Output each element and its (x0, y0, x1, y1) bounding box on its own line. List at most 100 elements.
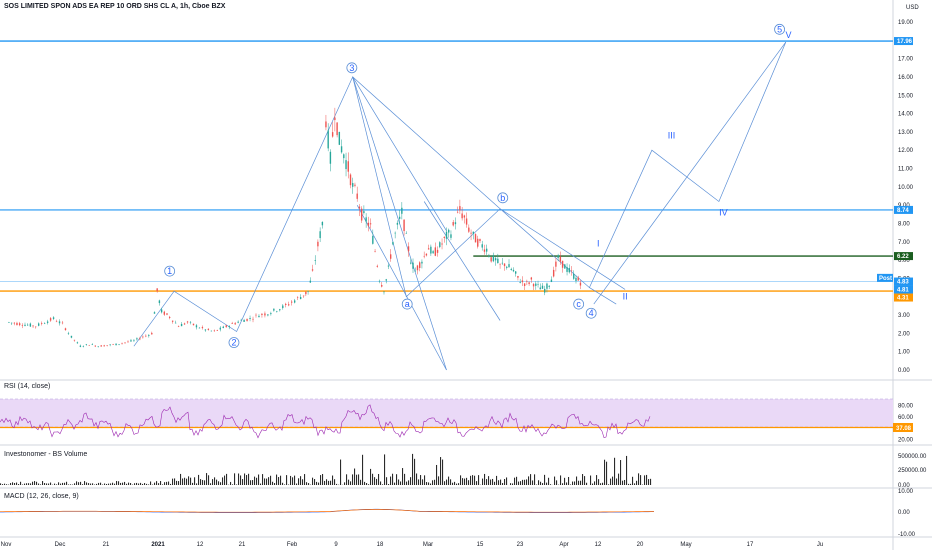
volume-bar (26, 483, 28, 485)
time-tick: 21 (239, 542, 246, 548)
volume-bar (274, 483, 276, 485)
wave-line (133, 41, 787, 347)
volume-bar (468, 480, 470, 485)
volume-bar (500, 479, 502, 485)
time-tick: Apr (559, 542, 568, 548)
candle-body (258, 315, 260, 318)
volume-bar (234, 473, 236, 485)
volume-bar (422, 479, 424, 485)
volume-bar (592, 483, 594, 485)
wave-label: III (668, 131, 676, 141)
volume-bar (106, 483, 108, 485)
volume-bar (236, 484, 238, 485)
volume-bar (638, 473, 640, 485)
wave-label-circle (774, 23, 785, 35)
candle-body (151, 332, 153, 335)
candle-body (481, 244, 483, 248)
candle-body (299, 297, 302, 300)
volume-bar (174, 478, 176, 485)
volume-bar (330, 480, 332, 485)
volume-bar (384, 454, 386, 485)
candle-body (398, 216, 401, 219)
candle-body (183, 323, 186, 325)
macd-label: MACD (12, 26, close, 9) (4, 493, 79, 500)
volume-bar (134, 483, 136, 485)
volume-bar (180, 473, 182, 485)
candle-body (564, 264, 566, 269)
price-tick: 19.00 (898, 20, 914, 26)
wave-line (356, 205, 447, 371)
candle-body (494, 258, 497, 261)
volume-bar (140, 482, 142, 485)
volume-bar (382, 484, 384, 485)
candle-body (219, 327, 221, 330)
candle-body (213, 330, 216, 332)
price-tick: 10.00 (898, 185, 914, 191)
volume-bar (32, 481, 34, 485)
candle-body (568, 268, 570, 273)
volume-bar (570, 484, 572, 485)
time-tick: 9 (334, 542, 338, 548)
volume-bar (618, 473, 620, 485)
candle-body (421, 261, 423, 264)
candle-body (21, 325, 24, 326)
wave-label-circle (164, 265, 176, 277)
volume-bar (92, 483, 94, 485)
candle-body (401, 207, 403, 214)
volume-bar (492, 478, 494, 485)
volume-bar (612, 476, 614, 485)
volume-bar (396, 474, 398, 485)
volume-bar (476, 481, 478, 485)
volume-bar (62, 482, 64, 485)
candle-body (133, 340, 135, 341)
price-badge (894, 205, 913, 214)
volume-bar (614, 457, 616, 485)
wave-line (593, 41, 787, 305)
volume-bar (622, 480, 624, 485)
volume-bar (102, 484, 104, 485)
candle-body (343, 154, 345, 159)
volume-bar (50, 482, 52, 485)
volume-bar (192, 482, 194, 485)
volume-bar (206, 473, 208, 485)
volume-bar (112, 482, 114, 485)
volume-bar (20, 481, 22, 485)
candle-body (541, 285, 544, 289)
candle-body (46, 321, 49, 323)
volume-bar (460, 475, 462, 485)
candle-body (385, 279, 387, 281)
volume-bar (294, 475, 296, 485)
candle-body (243, 319, 245, 322)
candle-body (264, 313, 266, 316)
candle-body (115, 343, 117, 346)
volume-bar (4, 483, 6, 485)
candle-body (530, 277, 533, 280)
volume-bar (364, 481, 366, 485)
time-tick: Feb (287, 542, 298, 548)
candle-body (510, 268, 512, 270)
volume-bar (538, 480, 540, 485)
candle-body (570, 270, 573, 272)
volume-bar (250, 480, 252, 485)
candle-body (267, 314, 269, 316)
time-tick: 12 (595, 542, 602, 548)
candle-body (439, 242, 441, 248)
candle-body (180, 323, 183, 327)
candle-body (70, 335, 73, 338)
chart-title: SOS LIMITED SPON ADS EA REP 10 ORD SHS C… (4, 3, 226, 10)
time-tick: Ju (817, 542, 823, 548)
volume-bar (170, 483, 172, 485)
candle-body (461, 213, 463, 219)
volume-bar (594, 481, 596, 485)
price-badge-text: 8.74 (897, 208, 909, 214)
candle-body (472, 231, 474, 234)
volume-bar (130, 483, 132, 485)
volume-bar (48, 483, 50, 485)
volume-bar (54, 483, 56, 485)
candle-body (557, 255, 559, 258)
candle-body (441, 243, 443, 245)
volume-bar (86, 482, 88, 485)
volume-bar (466, 477, 468, 485)
volume-bar (186, 478, 188, 485)
